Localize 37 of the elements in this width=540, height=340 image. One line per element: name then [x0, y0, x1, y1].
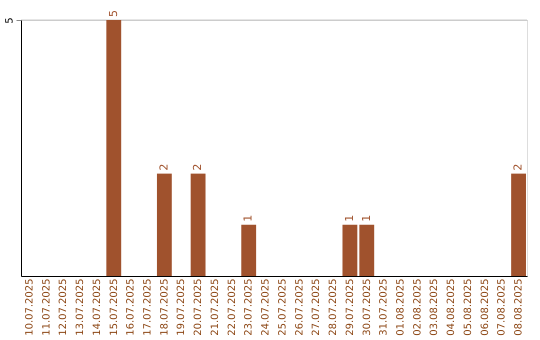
x-tick-label: 22.07.2025: [226, 278, 238, 336]
x-tick-label: 15.07.2025: [108, 278, 120, 336]
x-tick-label: 23.07.2025: [244, 278, 255, 336]
x-tick-label: 21.07.2025: [210, 278, 221, 336]
x-tick-label: 12.07.2025: [58, 278, 70, 336]
x-tick-label: 06.08.2025: [480, 278, 491, 336]
data-label: 5: [106, 10, 120, 17]
x-tick-label: 17.07.2025: [142, 278, 154, 336]
data-label: 2: [157, 164, 170, 171]
x-tick-label: 08.08.2025: [514, 278, 525, 336]
x-tick-label: 20.07.2025: [193, 278, 204, 336]
x-tick-label: 02.08.2025: [412, 278, 424, 336]
x-tick-label: 29.07.2025: [344, 278, 356, 336]
x-tick-label: 11.07.2025: [41, 278, 52, 336]
x-tick-label: 07.08.2025: [496, 278, 508, 336]
x-tick-label: 16.07.2025: [126, 278, 137, 336]
data-label: 1: [342, 214, 356, 222]
x-tick-label: 01.08.2025: [396, 278, 406, 336]
data-label: 1: [360, 214, 373, 222]
data-label: 1: [242, 214, 255, 222]
x-tick-label: 05.08.2025: [462, 278, 474, 336]
x-tick-label: 18.07.2025: [159, 278, 170, 336]
x-tick-label: 10.07.2025: [24, 278, 36, 336]
x-tick-label: 13.07.2025: [75, 278, 86, 336]
data-label: 2: [512, 164, 525, 171]
x-tick-label: 03.08.2025: [429, 278, 440, 336]
x-tick-label: 27.07.2025: [311, 278, 322, 336]
data-label: 2: [191, 164, 204, 171]
x-tick-label: 19.07.2025: [176, 278, 188, 336]
x-tick-label: 26.07.2025: [294, 278, 306, 336]
x-tick-label: 04.08.2025: [446, 278, 458, 336]
x-tick-label: 28.07.2025: [328, 278, 340, 336]
x-tick-label: 30.07.2025: [362, 278, 373, 336]
x-tick-label: 24.07.2025: [260, 278, 272, 336]
x-tick-label: 25.07.2025: [277, 278, 288, 336]
x-tick-label: 31.07.2025: [378, 278, 390, 336]
x-tick-label: 14.07.2025: [92, 278, 103, 336]
